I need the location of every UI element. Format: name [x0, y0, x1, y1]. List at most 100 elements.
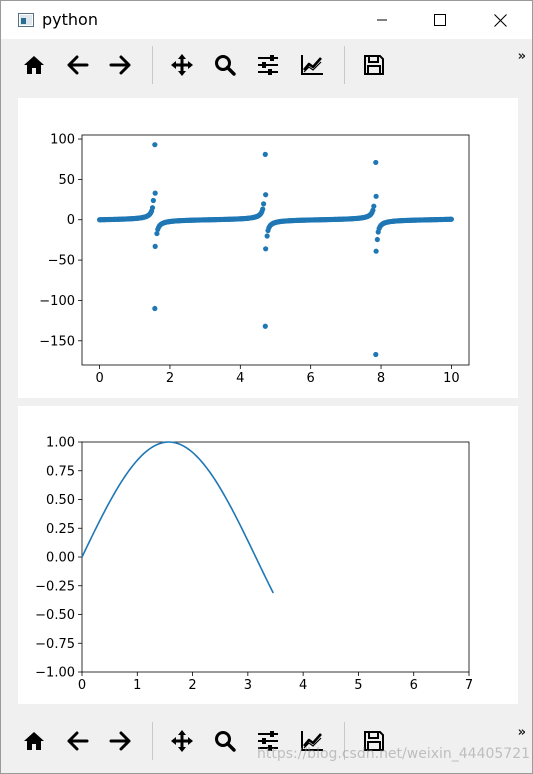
- y-tick-label: 0.00: [46, 551, 75, 566]
- y-tick-label: 50: [58, 173, 75, 188]
- series-line: [81, 441, 275, 594]
- edit-axis-button[interactable]: [293, 46, 331, 84]
- y-tick-label: −50: [48, 254, 75, 269]
- x-tick-label: 0: [78, 678, 86, 693]
- close-icon: [494, 14, 507, 27]
- toolbar-separator: [344, 722, 345, 760]
- save-icon: [364, 55, 384, 75]
- close-button[interactable]: [477, 1, 523, 39]
- pan-button[interactable]: [163, 722, 201, 760]
- scatter-point: [374, 236, 380, 243]
- scatter-point: [264, 233, 270, 239]
- scatter-point: [260, 201, 267, 207]
- arrow-left-icon: [67, 731, 89, 751]
- axes-frame: [81, 441, 470, 673]
- x-tick-label: 4: [236, 371, 244, 386]
- y-tick-label: 1.00: [46, 436, 75, 451]
- watermark-text: https://blog.csdn.net/weixin_44405721: [257, 746, 531, 762]
- move-icon: [171, 730, 193, 752]
- x-tick-label: 6: [410, 678, 418, 693]
- arrow-left-icon: [67, 55, 89, 75]
- title-bar[interactable]: python: [1, 1, 532, 39]
- save-button[interactable]: [355, 722, 393, 760]
- scatter-point: [448, 216, 455, 222]
- minimize-icon: [377, 19, 387, 21]
- home-button[interactable]: [15, 46, 53, 84]
- scatter-point: [373, 248, 379, 254]
- home-icon: [24, 56, 44, 74]
- save-icon: [364, 731, 384, 751]
- back-button[interactable]: [59, 722, 97, 760]
- axes-frame: [81, 134, 470, 366]
- y-tick-label: −0.50: [35, 608, 75, 623]
- toolbar-overflow-button[interactable]: »: [517, 725, 526, 740]
- scatter-point: [260, 206, 266, 212]
- sliders-icon: [258, 731, 278, 751]
- edit-axis-button[interactable]: [293, 722, 331, 760]
- scatter-point: [373, 193, 379, 199]
- navigation-toolbar-top: »: [9, 43, 529, 87]
- figure-canvas-bottom[interactable]: 0 1 2 3 4 5 6 7 1.00 0.75 0.50 0.25 0.00 −0.25 −0.50 −0…: [18, 406, 518, 704]
- minimize-button[interactable]: [359, 1, 405, 39]
- toolbar-separator: [152, 722, 153, 760]
- forward-button[interactable]: [101, 46, 139, 84]
- scatter-point: [152, 142, 158, 148]
- scatter-point: [263, 192, 269, 198]
- move-icon: [171, 54, 193, 76]
- scatter-chart[interactable]: 0 2 4 6 8 10 100 50 0 −50 −100 −150: [18, 98, 518, 398]
- x-tick-label: 5: [354, 678, 362, 693]
- navigation-toolbar-bottom: »: [9, 719, 529, 763]
- y-tick-label: 0.75: [46, 464, 75, 479]
- chart-line-icon: [301, 55, 323, 75]
- scatter-point: [262, 151, 268, 157]
- chart-line-icon: [301, 731, 323, 751]
- app-icon: [18, 13, 34, 27]
- line-chart[interactable]: 0 1 2 3 4 5 6 7 1.00 0.75 0.50 0.25 0.00 −0.25 −0.50 −0…: [18, 406, 518, 704]
- configure-subplots-button[interactable]: [249, 722, 287, 760]
- y-tick-label: −0.75: [35, 637, 75, 652]
- sliders-icon: [258, 55, 278, 75]
- toolbar-separator: [152, 46, 153, 84]
- y-tick-label: 0: [67, 213, 75, 228]
- scatter-point: [149, 205, 156, 211]
- search-icon: [215, 55, 236, 76]
- scatter-point: [154, 230, 160, 237]
- search-icon: [215, 731, 236, 752]
- x-tick-label: 7: [465, 678, 473, 693]
- x-tick-label: 2: [188, 678, 196, 693]
- y-tick-label: 100: [50, 133, 75, 148]
- save-button[interactable]: [355, 46, 393, 84]
- scatter-point: [152, 190, 158, 196]
- scatter-point: [262, 323, 268, 329]
- maximize-icon: [434, 14, 446, 26]
- y-tick-label: 0.25: [46, 522, 75, 537]
- scatter-point: [152, 305, 158, 312]
- x-tick-label: 4: [299, 678, 307, 693]
- x-tick-label: 6: [307, 371, 315, 386]
- scatter-point: [263, 246, 269, 252]
- window-title: python: [42, 10, 98, 29]
- toolbar-separator: [344, 46, 345, 84]
- configure-subplots-button[interactable]: [249, 46, 287, 84]
- toolbar-overflow-button[interactable]: »: [517, 49, 526, 64]
- zoom-button[interactable]: [206, 722, 244, 760]
- y-tick-label: −1.00: [35, 666, 75, 681]
- arrow-right-icon: [109, 55, 131, 75]
- scatter-point: [373, 351, 379, 358]
- pan-button[interactable]: [163, 46, 201, 84]
- forward-button[interactable]: [101, 722, 139, 760]
- figure-canvas-top[interactable]: 0 2 4 6 8 10 100 50 0 −50 −100 −150: [18, 98, 518, 398]
- y-tick-label: −150: [39, 334, 75, 349]
- zoom-button[interactable]: [206, 46, 244, 84]
- x-tick-label: 1: [133, 678, 141, 693]
- scatter-point: [373, 159, 379, 166]
- scatter-point: [152, 243, 158, 249]
- y-tick-label: −100: [39, 294, 75, 309]
- back-button[interactable]: [59, 46, 97, 84]
- scatter-point: [150, 197, 156, 204]
- scatter-point: [370, 207, 376, 213]
- x-tick-label: 10: [443, 371, 460, 386]
- maximize-button[interactable]: [417, 1, 463, 39]
- home-button[interactable]: [15, 722, 53, 760]
- y-tick-label: −0.25: [35, 579, 75, 594]
